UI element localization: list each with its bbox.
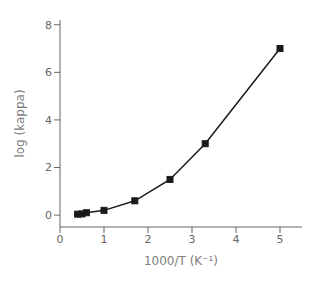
svg-text:1: 1 (101, 233, 108, 246)
svg-text:4: 4 (45, 114, 52, 127)
svg-text:4: 4 (233, 233, 240, 246)
svg-text:log (kappa): log (kappa) (13, 89, 27, 157)
svg-text:3: 3 (189, 233, 196, 246)
svg-text:5: 5 (277, 233, 284, 246)
svg-text:0: 0 (45, 209, 52, 222)
svg-text:8: 8 (45, 19, 52, 32)
svg-text:0: 0 (57, 233, 64, 246)
svg-text:2: 2 (145, 233, 152, 246)
svg-text:6: 6 (45, 66, 52, 79)
svg-text:2: 2 (45, 161, 52, 174)
svg-text:1000/T (K⁻¹): 1000/T (K⁻¹) (144, 254, 218, 268)
